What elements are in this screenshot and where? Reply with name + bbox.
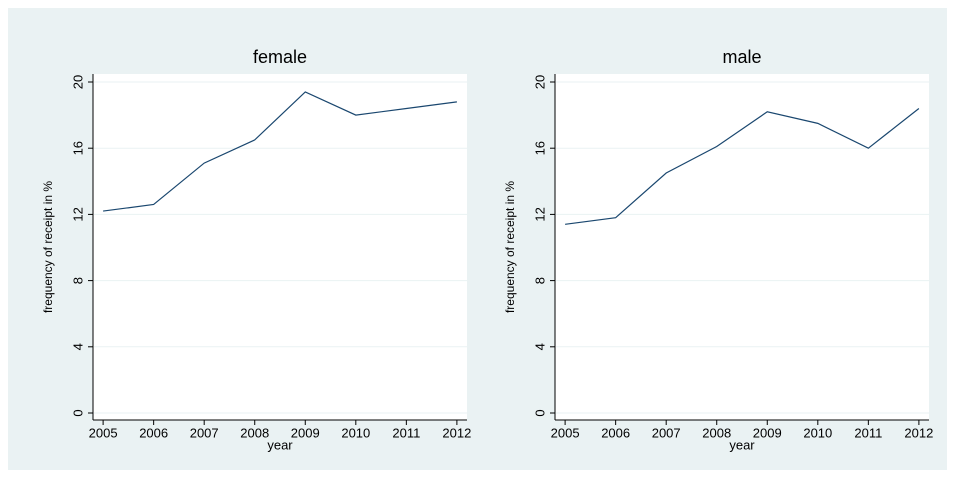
y-tick-label: 0 — [70, 409, 85, 416]
y-tick-label: 0 — [532, 409, 547, 416]
x-tick-label: 2006 — [601, 425, 630, 440]
x-tick-label: 2008 — [702, 425, 731, 440]
x-tick-label: 2005 — [89, 425, 118, 440]
plot-region — [555, 74, 929, 420]
data-line — [565, 108, 920, 225]
x-tick-label: 2012 — [904, 425, 933, 440]
x-tick-label: 2007 — [190, 425, 219, 440]
x-tick-label: 2007 — [652, 425, 681, 440]
x-tick-label: 2011 — [854, 425, 882, 440]
x-tick-label: 2012 — [442, 425, 471, 440]
chart-title: female — [253, 47, 307, 67]
x-axis-label: year — [729, 437, 755, 452]
x-tick-label: 2010 — [341, 425, 370, 440]
y-tick-label: 8 — [70, 277, 85, 284]
x-tick-label: 2008 — [240, 425, 269, 440]
y-tick-label: 12 — [532, 207, 547, 221]
x-axis-label: year — [267, 437, 293, 452]
y-tick-label: 8 — [532, 277, 547, 284]
plot-region — [93, 74, 467, 420]
x-tick-label: 2009 — [291, 425, 320, 440]
y-tick-label: 4 — [532, 343, 547, 350]
x-tick-label: 2011 — [392, 425, 420, 440]
data-line — [103, 91, 457, 212]
x-tick-label: 2005 — [551, 425, 580, 440]
y-tick-label: 4 — [70, 343, 85, 350]
y-axis-label: frequency of receipt in % — [41, 181, 55, 313]
y-tick-label: 16 — [70, 141, 85, 155]
x-tick-label: 2006 — [139, 425, 168, 440]
x-tick-label: 2009 — [753, 425, 782, 440]
chart-title: male — [722, 47, 761, 67]
y-tick-label: 20 — [532, 75, 547, 89]
y-tick-label: 12 — [70, 207, 85, 221]
y-axis-label: frequency of receipt in % — [503, 181, 517, 313]
x-tick-label: 2010 — [803, 425, 832, 440]
y-tick-label: 20 — [70, 75, 85, 89]
y-tick-label: 16 — [532, 141, 547, 155]
